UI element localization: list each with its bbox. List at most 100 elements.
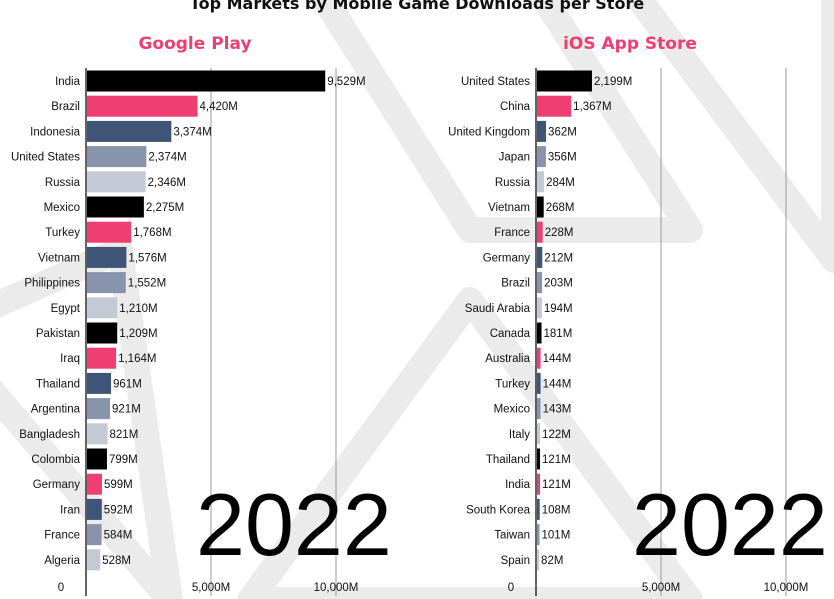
ios-bar xyxy=(537,171,545,193)
google-play-bar xyxy=(87,95,198,117)
ios-category-label: Thailand xyxy=(486,454,530,466)
google-play-bar xyxy=(87,297,118,319)
ios-category-label: Spain xyxy=(501,555,530,567)
google-play-bar xyxy=(87,473,102,495)
google-play-category-label: Iran xyxy=(60,504,80,516)
ios-value-label: 82M xyxy=(541,555,563,567)
ios-value-label: 121M xyxy=(542,479,571,491)
google-play-value-label: 1,164M xyxy=(118,353,156,365)
ios-value-label: 228M xyxy=(545,227,574,239)
google-play-value-label: 821M xyxy=(110,429,139,441)
google-play-bar xyxy=(87,246,127,268)
google-play-bar xyxy=(87,423,108,445)
ios-bar xyxy=(537,95,572,117)
ios-value-label: 1,367M xyxy=(573,101,611,113)
ios-bar xyxy=(537,448,541,470)
google-play-value-label: 1,210M xyxy=(119,303,157,315)
ios-value-label: 181M xyxy=(544,328,573,340)
google-play-value-label: 528M xyxy=(102,555,131,567)
google-play-panel-title: Google Play xyxy=(138,34,252,54)
ios-value-label: 101M xyxy=(542,530,571,542)
google-play-category-label: Germany xyxy=(33,479,81,491)
google-play-category-label: India xyxy=(55,76,81,88)
google-play-value-label: 584M xyxy=(104,530,133,542)
ios-value-label: 203M xyxy=(544,278,573,290)
ios-category-label: Vietnam xyxy=(488,202,530,214)
ios-category-label: Brazil xyxy=(501,278,530,290)
ios-category-label: South Korea xyxy=(466,504,531,516)
google-play-x-tick-label: 10,000M xyxy=(314,582,359,594)
google-play-category-label: United States xyxy=(11,152,80,164)
ios-value-label: 122M xyxy=(542,429,571,441)
google-play-bar xyxy=(87,448,107,470)
ios-bar xyxy=(537,524,540,546)
google-play-category-label: Vietnam xyxy=(38,252,80,264)
google-play-value-label: 2,275M xyxy=(146,202,184,214)
google-play-x-tick-label: 5,000M xyxy=(192,582,230,594)
ios-bar xyxy=(537,322,542,344)
ios-category-label: Germany xyxy=(483,252,531,264)
ios-bar xyxy=(537,372,541,394)
ios-value-label: 108M xyxy=(542,504,571,516)
google-play-value-label: 1,576M xyxy=(128,252,166,264)
ios-bar xyxy=(537,297,542,319)
ios-category-label: Turkey xyxy=(495,378,530,390)
ios-category-label: Russia xyxy=(495,177,531,189)
ios-bar xyxy=(537,473,541,495)
ios-value-label: 143M xyxy=(543,404,572,416)
google-play-category-label: Indonesia xyxy=(30,126,80,138)
google-play-bar xyxy=(87,146,147,168)
ios-x-tick-label: 0 xyxy=(508,582,514,594)
ios-value-label: 144M xyxy=(543,378,572,390)
google-play-value-label: 799M xyxy=(109,454,138,466)
google-play-x-tick-label: 0 xyxy=(58,582,64,594)
ios-bar xyxy=(537,272,543,294)
ios-bar xyxy=(537,246,543,268)
google-play-category-label: Colombia xyxy=(31,454,80,466)
google-play-bar xyxy=(87,171,146,193)
ios-bar xyxy=(537,347,541,369)
google-play-category-label: Philippines xyxy=(24,278,80,290)
google-play-value-label: 592M xyxy=(104,504,133,516)
google-play-bar xyxy=(87,196,144,218)
ios-bar xyxy=(537,146,546,168)
google-play-value-label: 1,552M xyxy=(128,278,166,290)
ios-bar xyxy=(537,120,547,142)
google-play-bar xyxy=(87,70,326,92)
google-play-category-label: Thailand xyxy=(36,378,80,390)
google-play-value-label: 4,420M xyxy=(200,101,238,113)
google-play-category-label: Argentina xyxy=(31,404,81,416)
ios-category-label: Mexico xyxy=(494,404,530,416)
google-play-bar xyxy=(87,398,111,420)
google-play-category-label: Iraq xyxy=(60,353,80,365)
ios-category-label: Saudi Arabia xyxy=(465,303,531,315)
google-play-bar xyxy=(87,221,132,243)
ios-category-label: France xyxy=(494,227,530,239)
google-play-value-label: 3,374M xyxy=(173,126,211,138)
google-play-value-label: 9,529M xyxy=(327,76,365,88)
ios-bar xyxy=(537,221,543,243)
ios-value-label: 284M xyxy=(546,177,575,189)
ios-x-tick-label: 5,000M xyxy=(642,582,680,594)
ios-year-label: 2022 xyxy=(632,475,828,574)
google-play-category-label: Mexico xyxy=(44,202,80,214)
google-play-year-label: 2022 xyxy=(196,475,392,574)
ios-category-label: United Kingdom xyxy=(448,126,530,138)
google-play-value-label: 599M xyxy=(104,479,133,491)
ios-value-label: 212M xyxy=(544,252,573,264)
google-play-bar xyxy=(87,322,118,344)
ios-category-label: Japan xyxy=(499,152,530,164)
ios-value-label: 362M xyxy=(548,126,577,138)
google-play-category-label: Turkey xyxy=(45,227,80,239)
ios-value-label: 121M xyxy=(542,454,571,466)
google-play-value-label: 921M xyxy=(112,404,141,416)
google-play-value-label: 1,768M xyxy=(133,227,171,239)
chart-title: Top Markets by Mobile Game Downloads per… xyxy=(189,0,645,13)
ios-bar xyxy=(537,498,540,520)
google-play-bar xyxy=(87,524,102,546)
google-play-bar xyxy=(87,272,126,294)
google-play-category-label: Bangladesh xyxy=(19,429,80,441)
google-play-category-label: Russia xyxy=(45,177,81,189)
